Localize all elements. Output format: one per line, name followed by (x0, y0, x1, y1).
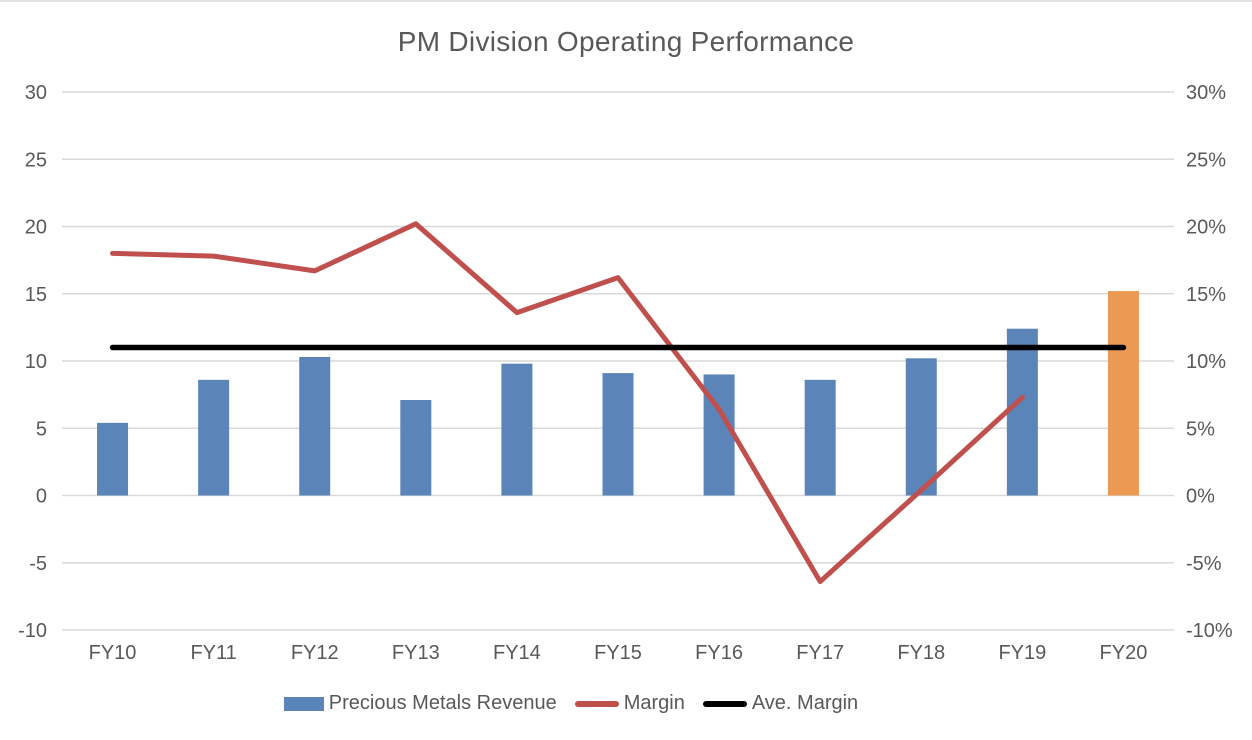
x-axis-tick-FY18: FY18 (897, 642, 945, 664)
right-axis-tick-15%: 15% (1186, 284, 1226, 306)
left-axis-tick-5: 5 (36, 418, 47, 440)
bar-FY19 (1006, 328, 1038, 496)
bar-FY14 (501, 363, 533, 496)
right-axis-tick--5%: -5% (1186, 553, 1222, 575)
bar-FY17 (804, 379, 836, 496)
right-axis-tick-30%: 30% (1186, 82, 1226, 104)
legend-label-revenue: Precious Metals Revenue (328, 692, 557, 714)
x-axis-tick-FY15: FY15 (594, 642, 642, 664)
bar-FY11 (198, 379, 230, 496)
left-axis-tick--5: -5 (29, 553, 47, 575)
left-axis-tick-25: 25 (25, 149, 47, 171)
left-axis-tick-15: 15 (25, 284, 47, 306)
left-axis-tick-10: 10 (25, 351, 47, 373)
chart-title: PM Division Operating Performance (397, 26, 855, 57)
bar-FY12 (299, 356, 331, 496)
x-axis-tick-FY12: FY12 (291, 642, 339, 664)
x-axis-tick-FY11: FY11 (190, 642, 236, 664)
right-axis-tick-10%: 10% (1186, 351, 1226, 373)
right-axis-tick--10%: -10% (1186, 620, 1233, 642)
bar-FY18 (905, 358, 937, 496)
margin-line (110, 221, 1025, 585)
bar-FY20 (1107, 291, 1139, 496)
right-axis-tick-25%: 25% (1186, 149, 1226, 171)
right-axis-tick-5%: 5% (1186, 418, 1215, 440)
legend-item-margin: Margin (574, 692, 685, 715)
bar-FY13 (400, 400, 432, 496)
legend-label-margin: Margin (623, 692, 685, 714)
margin-line-swatch-icon (574, 700, 619, 707)
legend-label-avg-margin: Ave. Margin (751, 692, 859, 714)
left-axis-tick-20: 20 (25, 217, 47, 239)
revenue-bar-swatch-icon (283, 696, 324, 711)
chart-legend: Precious Metals Revenue Margin Ave. Marg… (0, 692, 1197, 715)
x-axis-tick-FY16: FY16 (695, 642, 743, 664)
x-axis-tick-FY10: FY10 (89, 642, 137, 664)
right-axis-tick-20%: 20% (1186, 217, 1226, 239)
legend-item-revenue: Precious Metals Revenue (283, 692, 557, 715)
window-top-edge (0, 0, 1252, 2)
left-axis-tick-0: 0 (36, 486, 47, 508)
legend-item-avg-margin: Ave. Margin (702, 692, 859, 715)
right-axis-tick-0%: 0% (1186, 486, 1215, 508)
avg-margin-line-swatch-icon (702, 700, 747, 707)
bar-FY15 (602, 373, 634, 496)
x-axis-tick-FY14: FY14 (493, 642, 541, 664)
x-axis-tick-FY20: FY20 (1100, 642, 1148, 664)
x-axis-tick-FY13: FY13 (392, 642, 440, 664)
x-axis-tick-FY19: FY19 (998, 642, 1046, 664)
x-axis-tick-FY17: FY17 (796, 642, 844, 664)
left-axis-tick--10: -10 (18, 620, 47, 642)
left-axis-tick-30: 30 (25, 82, 47, 104)
bar-FY10 (97, 422, 129, 496)
